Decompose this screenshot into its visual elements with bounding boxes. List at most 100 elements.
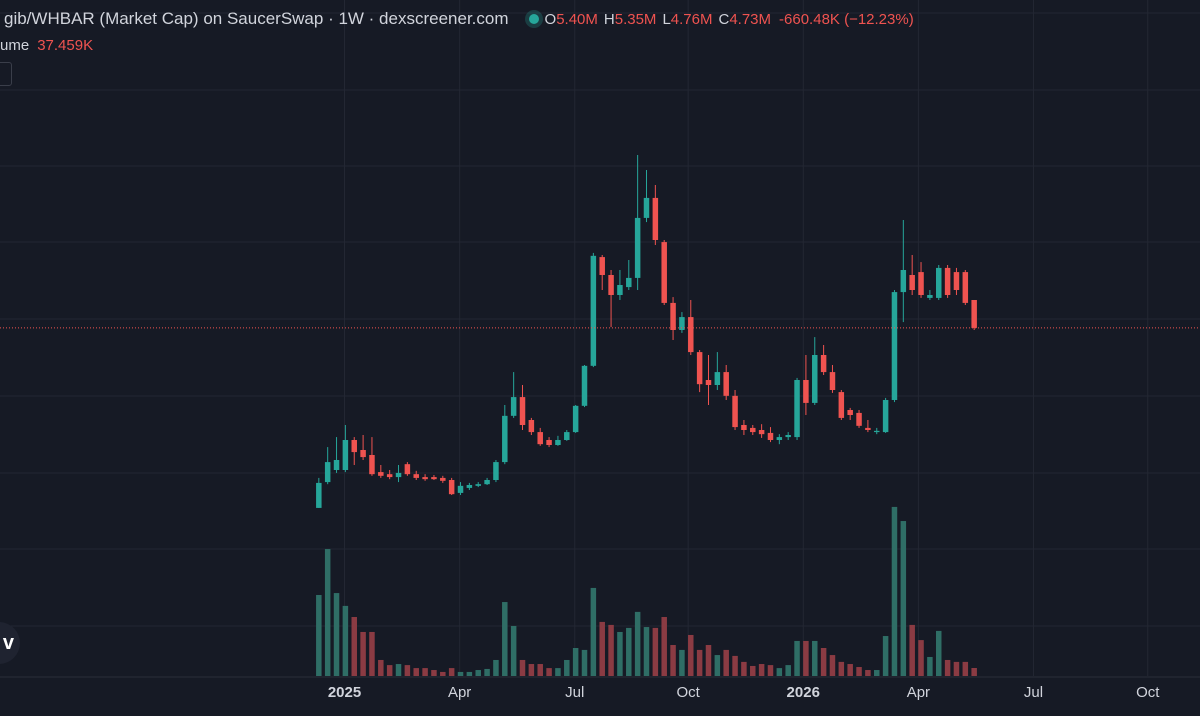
candle-body	[510, 397, 517, 416]
candle-body	[555, 440, 561, 445]
volume-bar	[750, 665, 756, 676]
volume-bar	[918, 640, 924, 676]
volume-bar	[927, 656, 933, 676]
candle-body	[386, 474, 393, 478]
volume-bar	[572, 647, 579, 676]
candle-body	[351, 440, 357, 453]
candle-body	[466, 485, 473, 488]
volume-bar	[395, 664, 402, 676]
volume-bar	[661, 617, 667, 676]
volume-bar	[882, 636, 889, 676]
candle-body	[767, 432, 774, 440]
candle-body	[475, 484, 481, 486]
volume-bar	[324, 549, 331, 676]
candle-body	[404, 464, 411, 475]
candle-body	[324, 462, 331, 483]
volume-bar	[758, 664, 765, 676]
volume-bar	[466, 671, 473, 676]
candle-body	[528, 420, 535, 433]
collapse-button[interactable]	[0, 62, 12, 86]
candle-body	[413, 474, 419, 478]
candle-body	[378, 472, 384, 476]
ohlc-label: L	[662, 11, 671, 28]
candle-body	[882, 400, 889, 433]
candle-body	[944, 267, 951, 295]
ohlc-value: 5.35M	[614, 11, 657, 28]
x-tick-label: Apr	[907, 684, 930, 701]
candle-body	[776, 437, 783, 440]
candle-body	[333, 460, 340, 470]
volume-bar	[820, 647, 827, 676]
volume-legend: ume 37.459K	[0, 37, 93, 54]
x-tick-label: Jul	[1024, 684, 1043, 701]
volume-bar	[688, 634, 694, 676]
x-tick-label: Oct	[676, 684, 700, 701]
candle-body	[891, 292, 898, 400]
volume-bar	[457, 671, 464, 676]
header: gib/WHBAR (Market Cap) on SaucerSwap · 1…	[4, 9, 914, 29]
volume-bar	[741, 661, 747, 676]
volume-bar	[404, 665, 411, 676]
volume-bar	[838, 661, 845, 676]
volume-bar	[670, 645, 676, 676]
candle-body	[608, 275, 614, 295]
volume-bar	[891, 506, 898, 676]
candle-body	[599, 257, 605, 275]
volume-bar	[732, 655, 738, 676]
candle-body	[431, 477, 437, 480]
candle-body	[820, 355, 827, 373]
volume-bar	[962, 661, 969, 676]
volume-bar	[714, 655, 721, 676]
volume-bar	[856, 667, 862, 676]
candle-body	[342, 440, 349, 470]
volume-bar	[971, 667, 977, 676]
candle-body	[493, 462, 499, 480]
volume-bar	[342, 605, 349, 676]
candle-body	[369, 455, 375, 475]
volume-bar	[528, 664, 535, 676]
volume-bar	[484, 668, 490, 676]
volume-bar	[386, 665, 393, 676]
candle-body	[936, 267, 942, 298]
candle-body	[838, 392, 845, 418]
volume-bar	[723, 649, 729, 676]
candle-body	[812, 355, 818, 403]
volume-bar	[679, 649, 685, 676]
candle-body	[696, 352, 703, 385]
volume-bar	[608, 624, 614, 676]
ohlc-value: 4.76M	[670, 11, 713, 28]
candle-body	[750, 427, 756, 433]
x-tick-label: 2026	[787, 684, 820, 701]
candle-body	[519, 397, 526, 425]
volume-bar	[537, 664, 543, 676]
volume-bar	[378, 659, 384, 676]
ohlc-label: H	[603, 11, 615, 28]
volume-bar	[776, 668, 783, 676]
ohlc-label: O	[544, 11, 557, 28]
volume-bar	[865, 670, 871, 676]
volume-bar	[767, 665, 774, 676]
volume-bar	[510, 625, 517, 676]
candle-body	[448, 480, 455, 495]
volume-bar	[634, 611, 641, 676]
volume-bar	[643, 627, 650, 676]
candle-body	[794, 380, 800, 438]
candle-body	[502, 415, 508, 463]
volume-bar	[546, 668, 552, 676]
candle-body	[723, 372, 729, 396]
candle-body	[688, 317, 694, 353]
volume-bar	[785, 665, 791, 676]
candle-body	[661, 242, 667, 303]
logo[interactable]: v	[0, 622, 20, 664]
candle-body	[918, 272, 924, 295]
header-title: gib/WHBAR (Market Cap) on SaucerSwap · 1…	[4, 9, 509, 28]
candle-body	[590, 255, 597, 366]
volume-bar	[696, 649, 703, 676]
candle-body	[626, 277, 632, 288]
candle-body	[537, 432, 543, 445]
candle-body	[874, 430, 880, 433]
candle-body	[705, 380, 712, 385]
candle-body	[679, 317, 685, 330]
candle-body	[617, 285, 623, 295]
